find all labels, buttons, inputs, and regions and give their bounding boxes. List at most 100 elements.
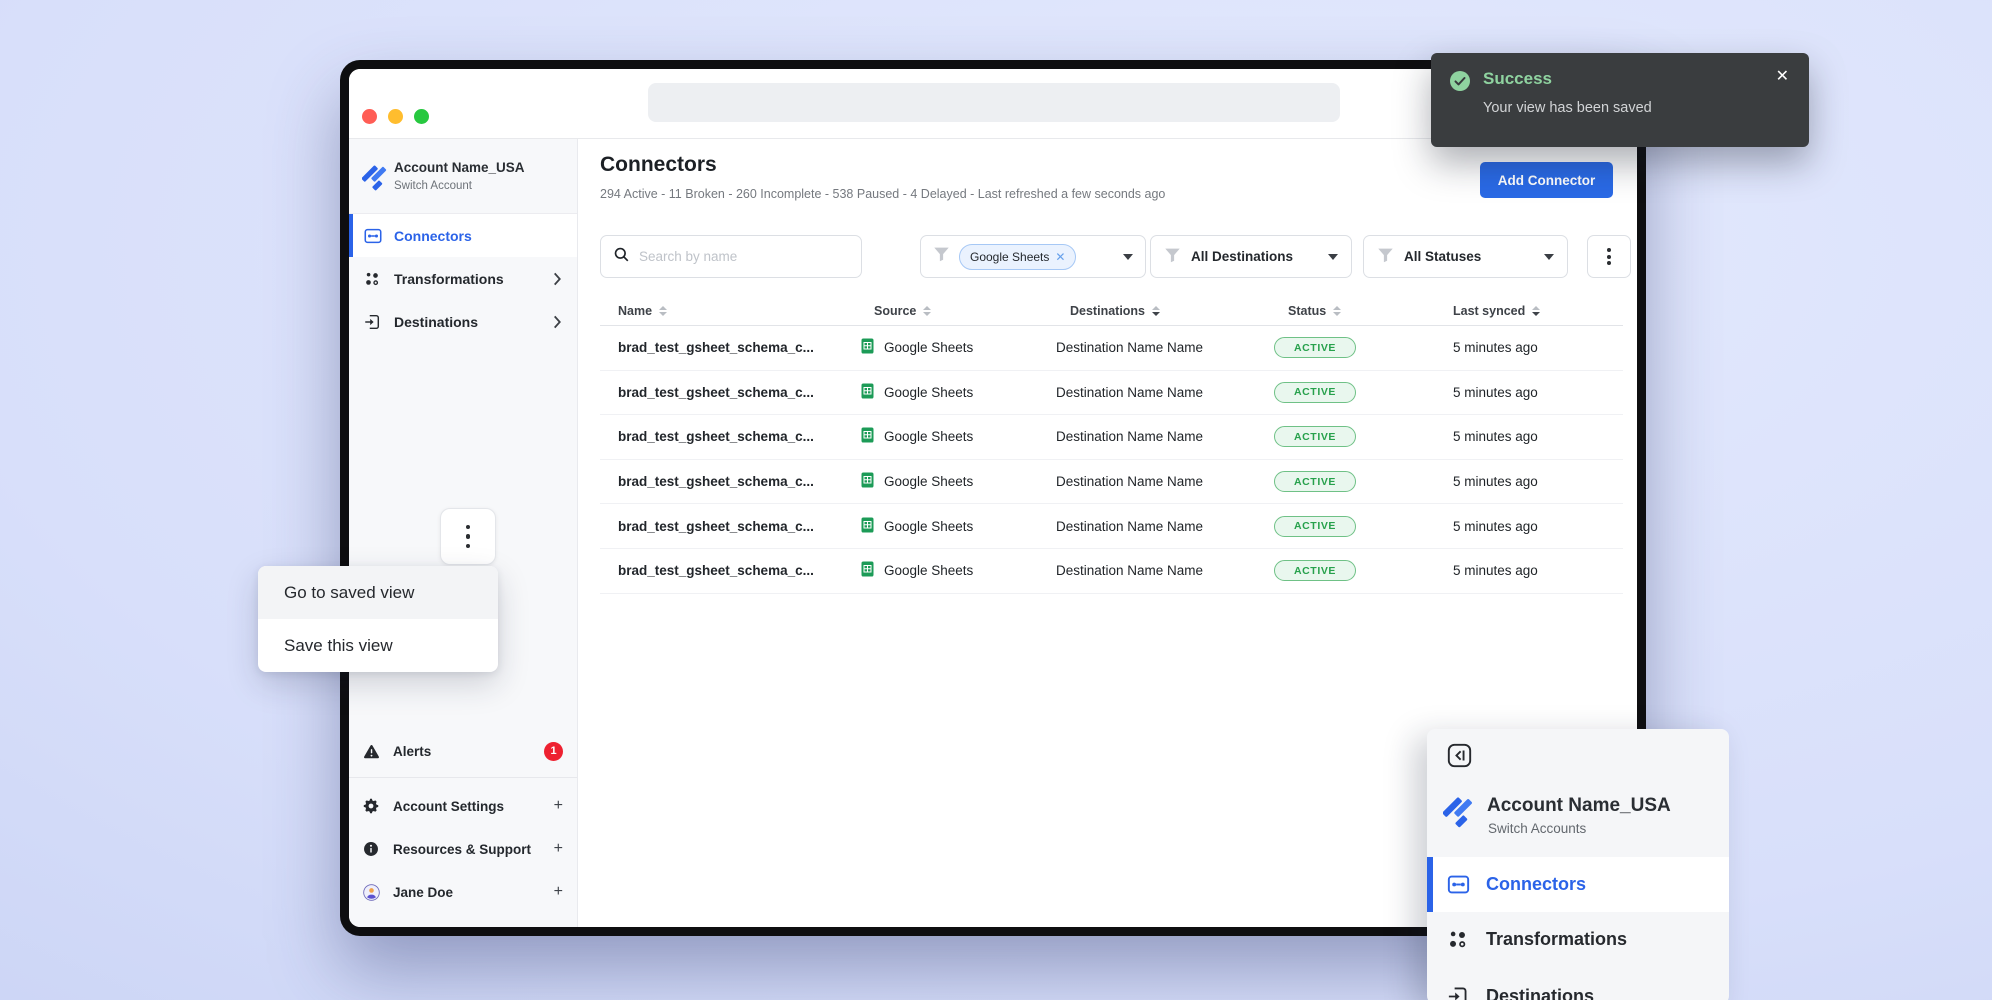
- status-badge: ACTIVE: [1274, 381, 1356, 403]
- sidebar-nav: Connectors Transformations: [349, 214, 577, 343]
- toast-close-icon[interactable]: ✕: [1775, 68, 1789, 85]
- source-name: Google Sheets: [884, 384, 974, 400]
- sidebar-bottom: Alerts 1 Account Settings +: [349, 736, 577, 907]
- filter-funnel-icon: [1377, 247, 1394, 266]
- expand-plus-icon[interactable]: +: [553, 797, 563, 814]
- status-cell: ACTIVE: [1274, 381, 1439, 403]
- filter-funnel-icon: [933, 246, 950, 267]
- menu-item-save-this-view[interactable]: Save this view: [284, 635, 393, 655]
- sidebar-item-destinations[interactable]: Destinations: [349, 300, 577, 343]
- destinations-icon: [363, 312, 383, 332]
- source-cell: Google Sheets: [860, 517, 1056, 536]
- sidebar-item-account-settings[interactable]: Account Settings +: [349, 791, 577, 821]
- table-row[interactable]: brad_test_gsheet_schema_c... Google Shee…: [600, 326, 1623, 371]
- statuses-filter-value: All Statuses: [1404, 249, 1482, 264]
- traffic-light-minimize[interactable]: [388, 109, 403, 124]
- table-row[interactable]: brad_test_gsheet_schema_c... Google Shee…: [600, 371, 1623, 416]
- destinations-filter-dropdown[interactable]: All Destinations: [1150, 235, 1352, 278]
- sidebar-item-alerts[interactable]: Alerts 1: [349, 736, 577, 766]
- status-cell: ACTIVE: [1274, 515, 1439, 537]
- traffic-light-zoom[interactable]: [414, 109, 429, 124]
- caret-down-icon: [1123, 253, 1133, 260]
- collapse-sidebar-icon[interactable]: [1446, 742, 1473, 774]
- switch-account-link[interactable]: Switch Account: [394, 180, 472, 192]
- address-bar[interactable]: [648, 83, 1340, 122]
- connector-name-cell: brad_test_gsheet_schema_c...: [618, 518, 814, 534]
- connectors-icon: [363, 226, 383, 246]
- transformations-icon: [1446, 927, 1472, 953]
- source-filter-chip[interactable]: Google Sheets ✕: [959, 243, 1077, 270]
- switch-accounts-link[interactable]: Switch Accounts: [1488, 821, 1587, 836]
- column-header-status[interactable]: Status: [1274, 304, 1439, 318]
- column-header-destinations[interactable]: Destinations: [1056, 304, 1274, 318]
- status-badge: ACTIVE: [1274, 560, 1356, 582]
- traffic-light-close[interactable]: [362, 109, 377, 124]
- expand-plus-icon[interactable]: +: [553, 840, 563, 857]
- chip-remove-icon[interactable]: ✕: [1055, 249, 1066, 264]
- destination-cell: Destination Name Name: [1056, 429, 1204, 445]
- account-switcher[interactable]: Account Name_USA Switch Account: [349, 139, 577, 214]
- statuses-filter-dropdown[interactable]: All Statuses: [1363, 235, 1568, 278]
- search-box[interactable]: [600, 235, 862, 278]
- sidebar-item-label: Alerts: [393, 743, 432, 759]
- overlay-item-transformations[interactable]: Transformations: [1427, 912, 1729, 967]
- last-synced-cell: 5 minutes ago: [1453, 474, 1538, 490]
- alerts-count-badge: 1: [544, 741, 563, 761]
- sidebar-item-resources-support[interactable]: Resources & Support +: [349, 834, 577, 864]
- sort-icon: [923, 306, 932, 316]
- toast-title: Success: [1483, 69, 1552, 88]
- chip-label: Google Sheets: [970, 249, 1050, 264]
- sidebar-item-connectors[interactable]: Connectors: [349, 214, 577, 257]
- status-cell: ACTIVE: [1274, 337, 1439, 359]
- overlay-item-connectors[interactable]: Connectors: [1427, 857, 1729, 912]
- menu-item-go-to-saved-view[interactable]: Go to saved view: [258, 566, 498, 619]
- destinations-icon: [1446, 984, 1472, 1000]
- table-row[interactable]: brad_test_gsheet_schema_c... Google Shee…: [600, 460, 1623, 505]
- table-options-button[interactable]: [1587, 235, 1631, 278]
- transformations-icon: [363, 269, 383, 289]
- kebab-icon: [465, 524, 471, 530]
- destination-cell: Destination Name Name: [1056, 474, 1204, 490]
- caret-down-icon: [1544, 253, 1554, 260]
- caret-down-icon: [1328, 253, 1338, 260]
- overlay-item-label: Destinations: [1486, 986, 1595, 1000]
- source-name: Google Sheets: [884, 563, 974, 579]
- page-title: Connectors: [600, 153, 717, 176]
- view-options-button[interactable]: [440, 508, 496, 565]
- source-cell: Google Sheets: [860, 338, 1056, 357]
- search-icon: [613, 246, 630, 268]
- add-connector-button[interactable]: Add Connector: [1480, 162, 1613, 198]
- account-name: Account Name_USA: [1487, 795, 1671, 816]
- source-name: Google Sheets: [884, 340, 974, 356]
- source-filter-dropdown[interactable]: Google Sheets ✕: [920, 235, 1146, 278]
- overlay-item-label: Connectors: [1486, 874, 1587, 894]
- last-synced-cell: 5 minutes ago: [1453, 340, 1538, 356]
- column-header-last-synced[interactable]: Last synced: [1439, 304, 1623, 318]
- connectors-table: Name Source Destinations Status Last syn…: [600, 297, 1623, 594]
- overlay-item-destinations[interactable]: Destinations: [1427, 969, 1729, 1000]
- google-sheets-icon: [860, 383, 875, 402]
- table-header: Name Source Destinations Status Last syn…: [600, 297, 1623, 326]
- sort-icon: [1333, 306, 1342, 316]
- google-sheets-icon: [860, 472, 875, 491]
- status-cell: ACTIVE: [1274, 426, 1439, 448]
- destination-cell: Destination Name Name: [1056, 340, 1204, 356]
- sort-icon: [1532, 306, 1541, 316]
- sidebar-zoom-overlay: Account Name_USA Switch Accounts Connect…: [1427, 729, 1729, 1000]
- status-cell: ACTIVE: [1274, 471, 1439, 493]
- column-header-source[interactable]: Source: [860, 304, 1056, 318]
- sidebar-item-label: Destinations: [394, 313, 479, 330]
- last-synced-cell: 5 minutes ago: [1453, 518, 1538, 534]
- destination-cell: Destination Name Name: [1056, 384, 1204, 400]
- expand-plus-icon[interactable]: +: [553, 883, 563, 900]
- status-badge: ACTIVE: [1274, 337, 1356, 359]
- sidebar-item-user[interactable]: Jane Doe +: [349, 877, 577, 907]
- search-input[interactable]: [639, 249, 849, 264]
- table-row[interactable]: brad_test_gsheet_schema_c... Google Shee…: [600, 549, 1623, 594]
- alert-triangle-icon: [363, 744, 381, 759]
- column-header-name[interactable]: Name: [618, 304, 860, 318]
- table-row[interactable]: brad_test_gsheet_schema_c... Google Shee…: [600, 415, 1623, 460]
- sidebar-item-transformations[interactable]: Transformations: [349, 257, 577, 300]
- table-row[interactable]: brad_test_gsheet_schema_c... Google Shee…: [600, 504, 1623, 549]
